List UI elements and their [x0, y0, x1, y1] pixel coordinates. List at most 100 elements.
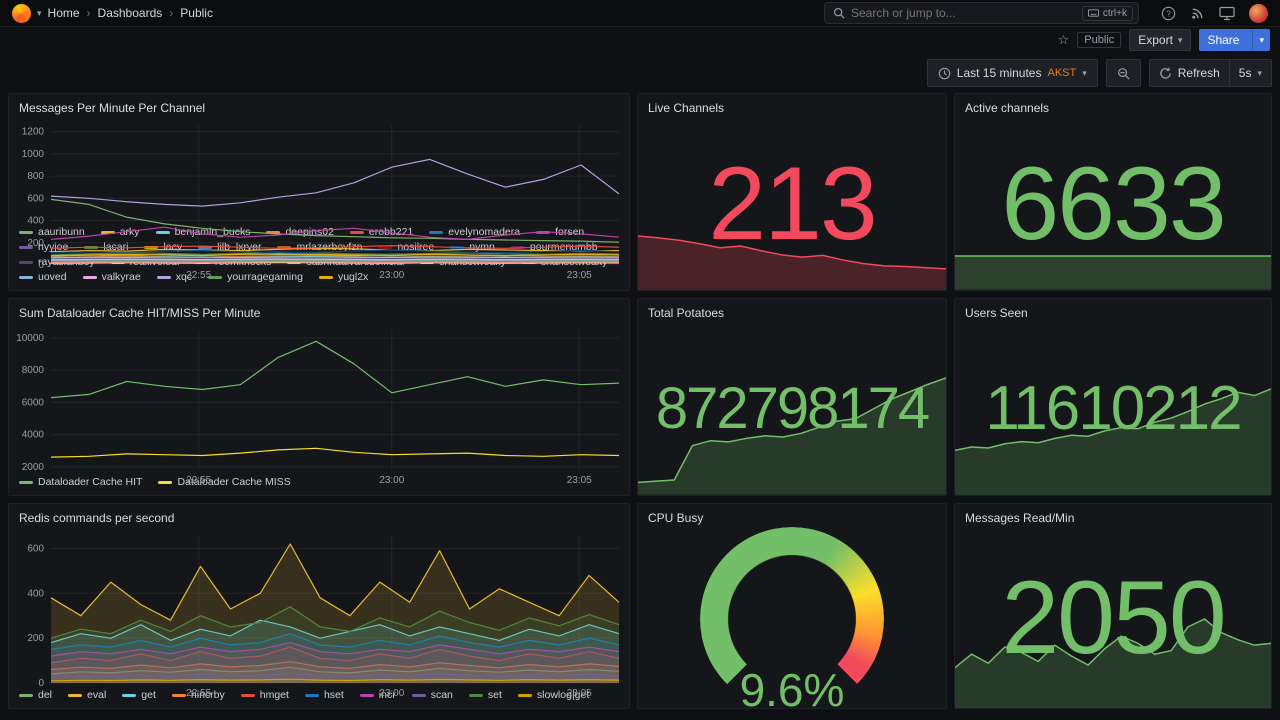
legend-swatch [359, 693, 374, 697]
panel-title[interactable]: Messages Per Minute Per Channel [19, 101, 206, 115]
legend-item[interactable]: benjamin_bucks [155, 226, 250, 238]
stat-panel-body[interactable]: 11610212 [955, 322, 1271, 495]
legend-item[interactable]: uoved [19, 271, 67, 283]
panel-title[interactable]: Total Potatoes [648, 306, 725, 320]
legend-swatch [304, 693, 319, 697]
legend-label: aauribunn [38, 226, 85, 238]
grafana-logo-icon[interactable] [12, 3, 31, 23]
sparkline [955, 617, 1271, 708]
share-label[interactable]: Share [1207, 33, 1240, 47]
chevron-down-icon: ▾ [1257, 67, 1262, 78]
breadcrumb-home[interactable]: Home [47, 6, 80, 20]
panel-title[interactable]: Sum Dataloader Cache HIT/MISS Per Minute [19, 306, 261, 320]
legend-swatch [19, 480, 33, 484]
avatar[interactable] [1249, 3, 1268, 23]
time-range-picker[interactable]: Last 15 minutes AKST ▾ [926, 59, 1098, 87]
legend-swatch [155, 230, 170, 234]
legend-swatch [122, 693, 137, 697]
zoom-out-button[interactable] [1105, 59, 1141, 87]
timeseries-plot[interactable]: 0 200 400 600 22:55 23:00 23:05 [9, 527, 629, 699]
monitor-icon[interactable] [1219, 6, 1235, 21]
x-axis-tick-label: 22:55 [186, 475, 211, 486]
panel-title[interactable]: Messages Read/Min [965, 511, 1075, 525]
legend-item[interactable]: hincrby [171, 689, 225, 701]
legend-item[interactable]: Dataloader Cache MISS [158, 476, 291, 488]
legend-label: yourragegaming [227, 271, 303, 283]
panel-title[interactable]: Users Seen [965, 306, 1028, 320]
svg-text:?: ? [1166, 9, 1171, 18]
legend-item[interactable]: hyyjoe [19, 241, 68, 253]
timeseries-plot[interactable]: 0 200 400 600 800 1000 1200 22:55 23:00 23:05 [9, 117, 629, 281]
legend-swatch [378, 245, 393, 249]
legend-swatch [158, 480, 173, 484]
legend-swatch [318, 275, 333, 279]
breadcrumb-separator: › [86, 6, 91, 20]
share-button[interactable]: Share ▾ [1199, 29, 1270, 51]
legend-item[interactable]: scan [411, 689, 453, 701]
panel-title[interactable]: Live Channels [648, 101, 725, 115]
panel-title[interactable]: Redis commands per second [19, 511, 175, 525]
x-axis-tick-label: 22:55 [186, 270, 211, 281]
breadcrumb-current[interactable]: Public [180, 6, 213, 20]
legend-item[interactable]: yourragegaming [208, 271, 303, 283]
panel-live-channels: Live Channels 213 [637, 93, 947, 291]
search-box[interactable]: ctrl+k [824, 2, 1139, 24]
legend-item[interactable]: eval [68, 689, 106, 701]
legend-swatch [82, 275, 97, 279]
star-icon[interactable]: ☆ [1057, 32, 1070, 47]
legend-label: erobb221 [368, 226, 414, 238]
x-axis-tick-label: 23:05 [567, 270, 592, 281]
breadcrumb-dashboards[interactable]: Dashboards [97, 6, 163, 20]
legend-item[interactable]: arky [100, 226, 140, 238]
legend-label: slowlog|get [536, 689, 590, 701]
legend-item[interactable]: erobb221 [349, 226, 414, 238]
x-axis-tick-label: 22:55 [186, 688, 211, 699]
search-input[interactable] [851, 6, 1076, 20]
y-axis-tick-label: 200 [27, 633, 44, 644]
legend-item[interactable]: yugl2x [318, 271, 368, 283]
gauge-panel-body[interactable]: 9.6% [638, 527, 946, 708]
cpu-gauge: 9.6% [700, 527, 884, 708]
sparkline [638, 377, 946, 495]
stat-panel-body[interactable]: 6633 [955, 117, 1271, 290]
panel-users-seen: Users Seen 11610212 [954, 298, 1272, 496]
stat-panel-body[interactable]: 872798174 [638, 322, 946, 495]
stat-panel-body[interactable]: 2050 [955, 527, 1271, 708]
legend-item[interactable]: get [122, 689, 156, 701]
legend-swatch [240, 693, 255, 697]
y-axis-tick-label: 600 [27, 543, 44, 554]
y-axis-tick-label: 6000 [22, 397, 45, 408]
legend-item[interactable]: del [19, 689, 52, 701]
help-icon[interactable]: ? [1161, 6, 1176, 21]
legend-item[interactable]: valkyrae [82, 271, 141, 283]
legend-swatch [208, 275, 223, 279]
legend-item[interactable]: xqc [156, 271, 192, 283]
chevron-down-icon[interactable]: ▾ [37, 7, 42, 18]
export-button[interactable]: Export ▾ [1129, 29, 1192, 51]
share-menu-toggle[interactable]: ▾ [1252, 29, 1270, 51]
keyboard-shortcut-badge: ctrl+k [1081, 5, 1133, 21]
legend-item[interactable]: hmget [240, 689, 289, 701]
panel-messages-read: Messages Read/Min 2050 [954, 503, 1272, 709]
legend-item[interactable]: Dataloader Cache HIT [19, 476, 142, 488]
refresh-button[interactable]: Refresh [1150, 60, 1229, 86]
rss-icon[interactable] [1190, 6, 1205, 21]
refresh-interval-select[interactable]: 5s ▾ [1228, 60, 1271, 86]
legend-item[interactable]: aauribunn [19, 226, 85, 238]
legend-swatch [349, 230, 364, 234]
y-axis-tick-label: 1200 [22, 127, 45, 138]
x-axis-tick-label: 23:00 [379, 270, 404, 281]
legend-item[interactable]: slowlog|get [517, 689, 590, 701]
breadcrumb-separator: › [169, 6, 174, 20]
stat-panel-body[interactable]: 213 [638, 117, 946, 290]
legend-item[interactable]: hset [304, 689, 344, 701]
timeseries-plot[interactable]: 2000 4000 6000 8000 10000 22:55 23:00 23:05 [9, 322, 629, 486]
legend-swatch [510, 245, 525, 249]
legend-swatch [198, 245, 213, 249]
legend-label: set [487, 689, 502, 701]
panel-title[interactable]: Active channels [965, 101, 1050, 115]
legend-item[interactable]: set [468, 689, 502, 701]
legend-item[interactable]: incr [359, 689, 396, 701]
panel-title[interactable]: CPU Busy [648, 511, 704, 525]
search-icon [833, 7, 845, 19]
